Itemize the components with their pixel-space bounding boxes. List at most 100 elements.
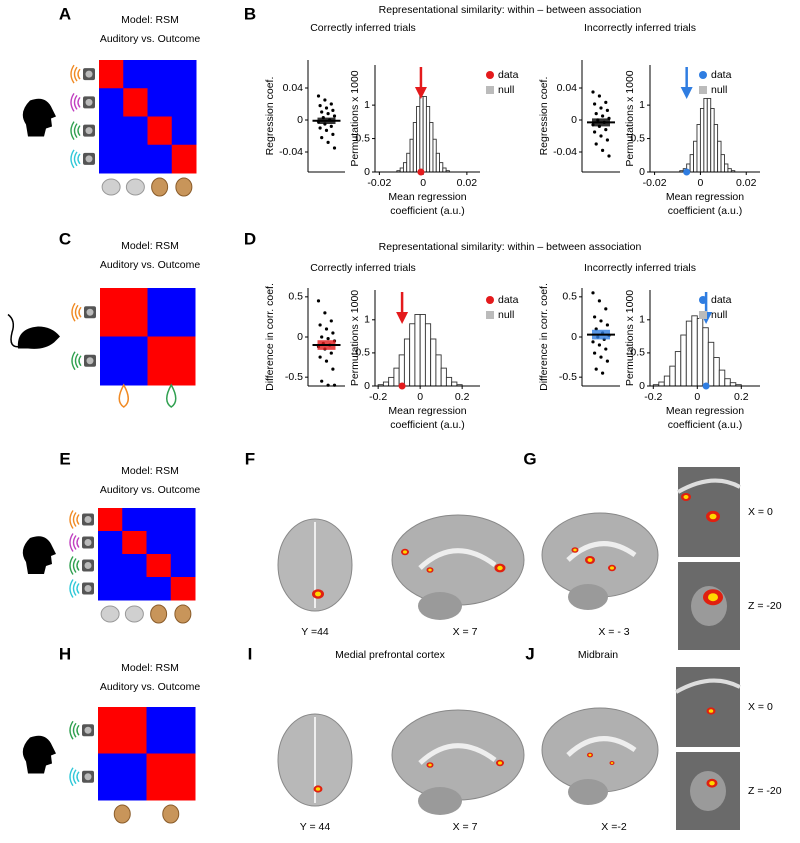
coin [100, 605, 120, 623]
activation-core [315, 787, 321, 791]
y-axis-label: Difference in corr. coef. [264, 283, 276, 391]
activation-core [498, 761, 502, 765]
data-point [594, 367, 598, 371]
matrix-cell [170, 531, 196, 555]
human-head [22, 735, 56, 774]
x-tick-label: 0 [420, 177, 426, 189]
data-point [332, 383, 337, 387]
region-label: Medial prefrontal cortex [335, 649, 445, 661]
data-point [318, 355, 322, 359]
x-axis-label: Mean regression [388, 191, 466, 203]
matrix-cell [99, 144, 124, 174]
activation-core [709, 781, 715, 786]
data-point [591, 90, 595, 94]
histogram-bar [696, 124, 701, 173]
y-tick-label: 0 [639, 380, 645, 392]
data-point [605, 108, 610, 112]
histogram-bar [710, 108, 715, 173]
inset-brainstem [690, 771, 726, 811]
y-tick-label: 0.5 [355, 132, 370, 144]
activation-core [709, 513, 717, 520]
nut [174, 604, 192, 624]
y-axis-label: Permutations x 1000 [349, 290, 361, 386]
sagittal-slice [391, 709, 525, 801]
x-tick-label: 0 [697, 177, 703, 189]
data-point [601, 371, 605, 375]
y-tick-label: 0 [571, 331, 577, 343]
data-point [331, 331, 335, 335]
x-axis-label: coefficient (a.u.) [390, 205, 465, 217]
data-point [593, 102, 597, 106]
histogram-bar [445, 376, 453, 387]
x-axis-label: coefficient (a.u.) [668, 205, 743, 217]
data-point [320, 335, 324, 339]
sound-wave [69, 720, 74, 740]
row-title: Representational similarity: within – be… [379, 4, 642, 16]
activation-core [428, 568, 432, 572]
matrix-cell [170, 508, 196, 532]
activation-core [588, 753, 592, 757]
histogram-bar [409, 323, 416, 387]
matrix-cell [147, 288, 196, 337]
data-point [599, 106, 603, 110]
histogram-bar [699, 108, 705, 173]
data-dot [683, 168, 691, 176]
droplet [166, 383, 177, 408]
data-point [607, 154, 611, 158]
data-arrow-head [414, 87, 427, 99]
data-point [331, 367, 335, 371]
slice-label: X =-2 [601, 821, 627, 833]
sound-wave [69, 533, 74, 552]
slice-label: X = - 3 [598, 626, 629, 638]
matrix-cell [171, 60, 197, 89]
coin [124, 605, 144, 623]
y-tick-label: 0 [364, 166, 370, 178]
sound-wave [72, 535, 77, 550]
corpus-callosum [418, 743, 497, 765]
data-point [326, 140, 330, 144]
legend-null-marker [486, 86, 494, 94]
model-subtitle: Auditory vs. Outcome [100, 484, 201, 496]
nut [175, 177, 193, 197]
sound-wave [69, 579, 74, 598]
sound-wave [70, 149, 75, 169]
data-point [320, 110, 324, 114]
sound-wave [76, 771, 80, 783]
sound-wave [69, 510, 74, 529]
y-tick-label: -0.5 [285, 371, 303, 383]
x-axis-label: Mean regression [666, 405, 744, 417]
data-point [591, 291, 595, 295]
data-point [326, 383, 330, 387]
histogram-bar [718, 369, 726, 387]
legend-null-marker [699, 311, 707, 319]
matrix-cell [98, 531, 123, 555]
x-tick-label: 0.02 [457, 177, 478, 189]
sound-wave [72, 512, 77, 527]
data-point [332, 146, 337, 150]
x-axis-label: Mean regression [388, 405, 466, 417]
matrix-cell [147, 60, 173, 89]
sound-wave [71, 351, 76, 371]
data-dot [702, 382, 710, 390]
sound-wave [73, 94, 78, 110]
corpus-callosum [418, 548, 497, 570]
panel-letter: D [244, 229, 256, 248]
matrix-cell [170, 577, 196, 601]
nut [162, 804, 180, 824]
histogram-bar [432, 138, 437, 173]
matrix-cell [98, 707, 147, 754]
y-tick-label: 0 [571, 114, 577, 126]
y-axis-label: Regression coef. [538, 77, 550, 156]
data-point [329, 319, 333, 323]
histogram-bar [707, 341, 715, 387]
histogram-bar [685, 320, 693, 387]
activation-core [497, 565, 503, 571]
data-point [605, 138, 610, 142]
histogram-bar [720, 154, 725, 173]
inset-label: Z = -20 [748, 785, 782, 797]
histogram-bar [713, 124, 719, 173]
data-point [316, 94, 321, 98]
sound-wave [72, 769, 77, 785]
matrix-cell [122, 554, 147, 578]
